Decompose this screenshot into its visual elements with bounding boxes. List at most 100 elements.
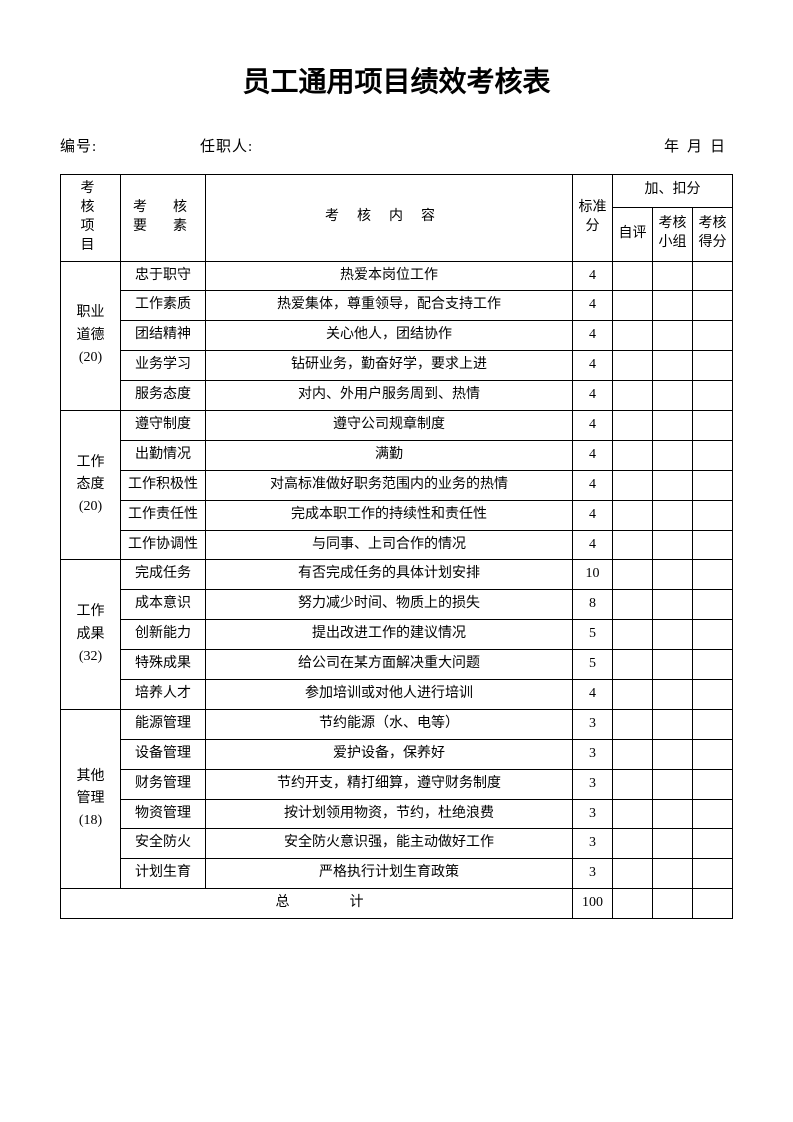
- content-cell: 钻研业务，勤奋好学，要求上进: [206, 351, 573, 381]
- content-cell: 按计划领用物资，节约，杜绝浪费: [206, 799, 573, 829]
- content-cell: 遵守公司规章制度: [206, 411, 573, 441]
- std-cell: 4: [572, 530, 612, 560]
- content-cell: 满勤: [206, 440, 573, 470]
- table-row: 特殊成果给公司在某方面解决重大问题5: [61, 650, 733, 680]
- score-cell: [612, 261, 652, 291]
- element-cell: 财务管理: [121, 769, 206, 799]
- std-cell: 4: [572, 291, 612, 321]
- assessment-table: 考 核项 目 考 核要 素 考核内容 标准分 加、扣分 自评 考核小组 考核得分…: [60, 174, 733, 919]
- table-row: 其他管理(18)能源管理节约能源（水、电等）3: [61, 709, 733, 739]
- score-cell: [612, 739, 652, 769]
- score-cell: [652, 321, 692, 351]
- std-cell: 4: [572, 411, 612, 441]
- th-self: 自评: [612, 207, 652, 261]
- score-cell: [692, 829, 732, 859]
- element-cell: 安全防火: [121, 829, 206, 859]
- score-cell: [692, 739, 732, 769]
- table-row: 成本意识努力减少时间、物质上的损失8: [61, 590, 733, 620]
- score-cell: [692, 411, 732, 441]
- score-cell: [612, 799, 652, 829]
- score-cell: [612, 381, 652, 411]
- score-cell: [652, 650, 692, 680]
- table-row: 服务态度对内、外用户服务周到、热情4: [61, 381, 733, 411]
- score-cell: [612, 351, 652, 381]
- score-cell: [612, 590, 652, 620]
- content-cell: 节约能源（水、电等）: [206, 709, 573, 739]
- content-cell: 给公司在某方面解决重大问题: [206, 650, 573, 680]
- element-cell: 培养人才: [121, 680, 206, 710]
- th-element: 考 核要 素: [121, 175, 206, 262]
- score-cell: [612, 829, 652, 859]
- score-cell: [692, 261, 732, 291]
- score-cell: [692, 381, 732, 411]
- score-cell: [692, 709, 732, 739]
- score-cell: [612, 620, 652, 650]
- score-cell: [652, 381, 692, 411]
- score-cell: [652, 440, 692, 470]
- category-cell: 工作成果(32): [61, 560, 121, 709]
- content-cell: 对高标准做好职务范围内的业务的热情: [206, 470, 573, 500]
- table-row: 计划生育严格执行计划生育政策3: [61, 859, 733, 889]
- score-cell: [692, 680, 732, 710]
- score-cell: [612, 321, 652, 351]
- score-cell: [652, 620, 692, 650]
- table-row: 工作责任性完成本职工作的持续性和责任性4: [61, 500, 733, 530]
- element-cell: 忠于职守: [121, 261, 206, 291]
- score-cell: [652, 560, 692, 590]
- content-cell: 提出改进工作的建议情况: [206, 620, 573, 650]
- score-cell: [692, 530, 732, 560]
- std-cell: 4: [572, 680, 612, 710]
- table-row: 团结精神关心他人，团结协作4: [61, 321, 733, 351]
- score-cell: [692, 351, 732, 381]
- score-cell: [692, 291, 732, 321]
- content-cell: 节约开支，精打细算，遵守财务制度: [206, 769, 573, 799]
- score-cell: [612, 859, 652, 889]
- score-cell: [652, 590, 692, 620]
- score-cell: [652, 470, 692, 500]
- score-cell: [612, 650, 652, 680]
- score-cell: [612, 889, 652, 919]
- score-cell: [652, 500, 692, 530]
- score-cell: [652, 799, 692, 829]
- th-content: 考核内容: [206, 175, 573, 262]
- table-row: 设备管理爱护设备，保养好3: [61, 739, 733, 769]
- table-row: 业务学习钻研业务，勤奋好学，要求上进4: [61, 351, 733, 381]
- std-cell: 3: [572, 829, 612, 859]
- score-cell: [692, 321, 732, 351]
- table-row: 培养人才参加培训或对他人进行培训4: [61, 680, 733, 710]
- element-cell: 设备管理: [121, 739, 206, 769]
- std-cell: 4: [572, 321, 612, 351]
- element-cell: 工作素质: [121, 291, 206, 321]
- std-cell: 10: [572, 560, 612, 590]
- th-score: 考核得分: [692, 207, 732, 261]
- total-row: 总计100: [61, 889, 733, 919]
- content-cell: 热爱本岗位工作: [206, 261, 573, 291]
- th-group: 考核小组: [652, 207, 692, 261]
- std-cell: 4: [572, 440, 612, 470]
- score-cell: [692, 560, 732, 590]
- meta-row: 编号: 任职人: 年月日: [60, 135, 733, 156]
- category-cell: 职业道德(20): [61, 261, 121, 410]
- score-cell: [692, 769, 732, 799]
- score-cell: [652, 709, 692, 739]
- element-cell: 完成任务: [121, 560, 206, 590]
- content-cell: 爱护设备，保养好: [206, 739, 573, 769]
- total-std: 100: [572, 889, 612, 919]
- content-cell: 参加培训或对他人进行培训: [206, 680, 573, 710]
- std-cell: 3: [572, 739, 612, 769]
- score-cell: [692, 470, 732, 500]
- score-cell: [692, 650, 732, 680]
- score-cell: [612, 411, 652, 441]
- score-cell: [652, 859, 692, 889]
- score-cell: [612, 680, 652, 710]
- th-std: 标准分: [572, 175, 612, 262]
- score-cell: [652, 351, 692, 381]
- content-cell: 热爱集体，尊重领导，配合支持工作: [206, 291, 573, 321]
- std-cell: 4: [572, 500, 612, 530]
- element-cell: 创新能力: [121, 620, 206, 650]
- std-cell: 5: [572, 650, 612, 680]
- std-cell: 3: [572, 799, 612, 829]
- total-label: 总计: [61, 889, 573, 919]
- score-cell: [692, 799, 732, 829]
- table-row: 工作协调性与同事、上司合作的情况4: [61, 530, 733, 560]
